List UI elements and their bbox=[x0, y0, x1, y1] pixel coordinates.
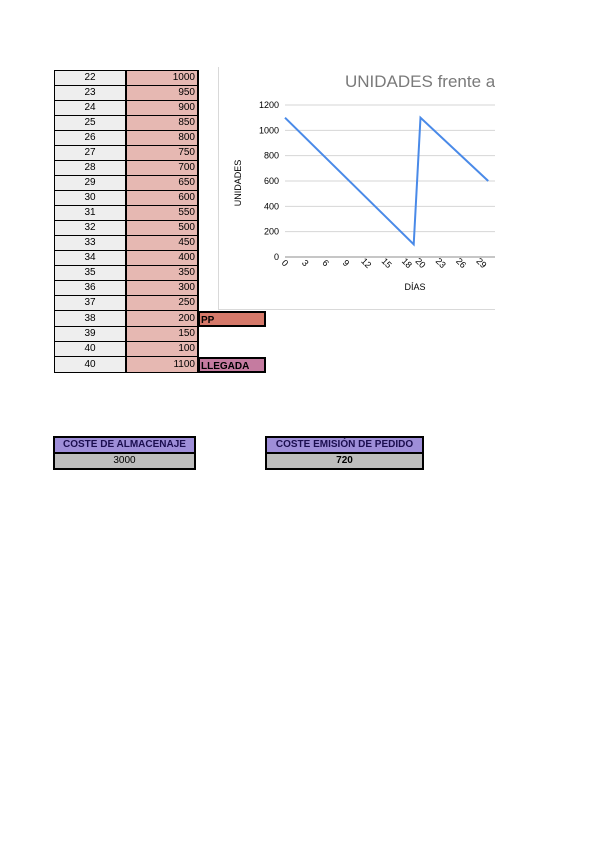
y-tick-label: 200 bbox=[264, 227, 279, 237]
units-cell: 1100 bbox=[125, 356, 199, 373]
units-vs-days-chart: 0 200 400 600 800 1000 1200 0 3 6 9 12 15 18 20 23 26 29 U… bbox=[218, 67, 495, 310]
units-cell: 900 bbox=[125, 100, 199, 116]
inventory-table-body: 22 1000 23 950 24 900 25 850 26 800 27 750 28 700 29 65… bbox=[54, 70, 267, 373]
units-cell: 650 bbox=[125, 175, 199, 191]
day-cell: 28 bbox=[54, 160, 127, 176]
units-cell: 500 bbox=[125, 220, 199, 236]
units-cell: 200 bbox=[125, 310, 199, 327]
inventory-table: 22 1000 23 950 24 900 25 850 26 800 27 750 28 700 29 65… bbox=[54, 70, 267, 373]
x-tick-label: 3 bbox=[300, 258, 311, 269]
units-cell: 550 bbox=[125, 205, 199, 221]
order-cost-value: 720 bbox=[265, 452, 424, 470]
table-row: 31 550 bbox=[54, 205, 267, 221]
x-tick-label: 6 bbox=[320, 258, 331, 269]
series-line bbox=[284, 115, 489, 247]
table-row: 39 150 bbox=[54, 326, 267, 342]
order-cost-label: COSTE EMISIÓN DE PEDIDO bbox=[265, 436, 424, 454]
units-cell: 600 bbox=[125, 190, 199, 206]
day-cell: 40 bbox=[54, 341, 127, 357]
note-cell: PP bbox=[198, 310, 267, 327]
x-tick-label: 0 bbox=[280, 258, 291, 269]
x-tick-label: 26 bbox=[454, 256, 468, 270]
units-cell: 950 bbox=[125, 85, 199, 101]
table-row: 40 1100 LLEGADA bbox=[54, 356, 267, 373]
note-cell bbox=[198, 327, 267, 342]
table-row: 36 300 bbox=[54, 280, 267, 296]
day-cell: 23 bbox=[54, 85, 127, 101]
units-cell: 700 bbox=[125, 160, 199, 176]
units-cell: 250 bbox=[125, 295, 199, 311]
units-cell: 1000 bbox=[125, 70, 199, 86]
table-row: 32 500 bbox=[54, 220, 267, 236]
table-row: 38 200 PP bbox=[54, 310, 267, 327]
table-row: 27 750 bbox=[54, 145, 267, 161]
y-tick-label: 400 bbox=[264, 201, 279, 211]
units-cell: 450 bbox=[125, 235, 199, 251]
units-cell: 800 bbox=[125, 130, 199, 146]
day-cell: 31 bbox=[54, 205, 127, 221]
x-tick-label: 9 bbox=[341, 258, 352, 269]
order-cost-box: COSTE EMISIÓN DE PEDIDO 720 bbox=[265, 436, 424, 470]
storage-cost-value: 3000 bbox=[53, 452, 196, 470]
table-row: 28 700 bbox=[54, 160, 267, 176]
arrival-tag: LLEGADA bbox=[198, 356, 266, 373]
y-tick-label: 0 bbox=[274, 252, 279, 262]
day-cell: 33 bbox=[54, 235, 127, 251]
x-tick-label: 20 bbox=[413, 256, 427, 270]
day-cell: 25 bbox=[54, 115, 127, 131]
table-row: 24 900 bbox=[54, 100, 267, 116]
day-cell: 34 bbox=[54, 250, 127, 266]
x-tick-label: 18 bbox=[400, 256, 414, 270]
table-row: 33 450 bbox=[54, 235, 267, 251]
day-cell: 38 bbox=[54, 310, 127, 327]
storage-cost-box: COSTE DE ALMACENAJE 3000 bbox=[53, 436, 196, 470]
y-tick-label: 1200 bbox=[259, 100, 279, 110]
chart-title: UNIDADES frente a bbox=[345, 72, 495, 91]
day-cell: 30 bbox=[54, 190, 127, 206]
day-cell: 35 bbox=[54, 265, 127, 281]
units-cell: 850 bbox=[125, 115, 199, 131]
units-cell: 300 bbox=[125, 280, 199, 296]
x-tick-label: 12 bbox=[359, 256, 373, 270]
x-tick-label: 15 bbox=[380, 256, 394, 270]
table-row: 25 850 bbox=[54, 115, 267, 131]
units-cell: 750 bbox=[125, 145, 199, 161]
table-row: 40 100 bbox=[54, 341, 267, 357]
day-cell: 32 bbox=[54, 220, 127, 236]
table-row: 22 1000 bbox=[54, 70, 267, 86]
day-cell: 27 bbox=[54, 145, 127, 161]
day-cell: 36 bbox=[54, 280, 127, 296]
x-tick-label: 29 bbox=[474, 256, 488, 270]
day-cell: 40 bbox=[54, 356, 127, 373]
y-axis-label: UNIDADES bbox=[233, 160, 243, 207]
units-cell: 100 bbox=[125, 341, 199, 357]
table-row: 26 800 bbox=[54, 130, 267, 146]
units-cell: 150 bbox=[125, 326, 199, 342]
storage-cost-label: COSTE DE ALMACENAJE bbox=[53, 436, 196, 454]
day-cell: 37 bbox=[54, 295, 127, 311]
units-cell: 400 bbox=[125, 250, 199, 266]
day-cell: 26 bbox=[54, 130, 127, 146]
y-tick-label: 1000 bbox=[259, 125, 279, 135]
day-cell: 29 bbox=[54, 175, 127, 191]
reorder-point-tag: PP bbox=[198, 310, 266, 327]
units-cell: 350 bbox=[125, 265, 199, 281]
x-axis-label: DÍAS bbox=[404, 282, 425, 292]
day-cell: 24 bbox=[54, 100, 127, 116]
y-tick-label: 600 bbox=[264, 176, 279, 186]
x-tick-label: 23 bbox=[434, 256, 448, 270]
day-cell: 39 bbox=[54, 326, 127, 342]
note-cell bbox=[198, 342, 267, 357]
note-cell: LLEGADA bbox=[198, 356, 267, 373]
y-tick-label: 800 bbox=[264, 151, 279, 161]
day-cell: 22 bbox=[54, 70, 127, 86]
